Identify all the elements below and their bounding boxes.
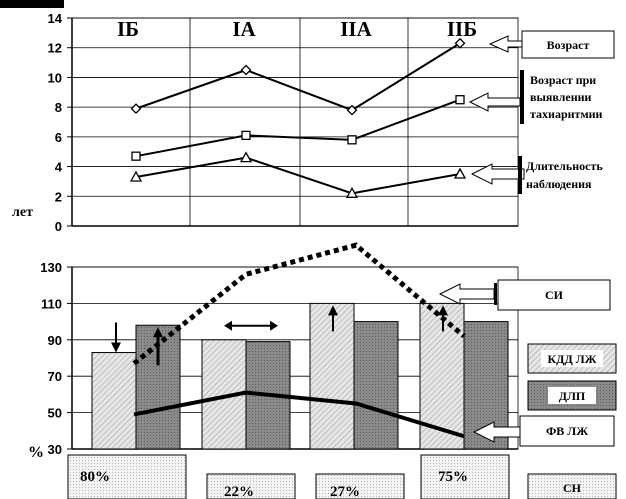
- marker-square: [347, 135, 357, 145]
- sn-value: 22%: [224, 484, 254, 499]
- bottom-y-tick-label: 70: [48, 369, 62, 384]
- bottom-y-tick-label: 90: [48, 333, 62, 348]
- arrow-up-head: [328, 305, 338, 316]
- top-y-tick-label: 8: [55, 100, 62, 115]
- marker-triangle: [239, 151, 253, 163]
- top-line-chart: [71, 17, 519, 227]
- legend-age: Возраст: [488, 30, 615, 59]
- top-y-tick-label: 12: [48, 41, 62, 56]
- legend-dlp: ДЛП: [527, 380, 617, 411]
- marker-square: [455, 95, 465, 105]
- sn-box: [67, 454, 187, 499]
- bottom-y-unit: %: [28, 444, 44, 461]
- legend-kdd: КДД ЛЖ: [527, 343, 617, 374]
- line-si: [132, 242, 466, 366]
- corner-tab: [0, 0, 64, 8]
- sn-value: 27%: [330, 484, 360, 499]
- bottom-y-tick-label: 50: [48, 406, 62, 421]
- group-label-1: IБ: [117, 17, 139, 41]
- marker-square: [241, 130, 251, 141]
- legend-si-label: СИ: [545, 288, 564, 302]
- legend-sn: СН: [527, 473, 617, 499]
- top-y-unit: лет: [12, 205, 33, 220]
- group-label-4: IIБ: [447, 17, 477, 41]
- legend-dlp-label: ДЛП: [559, 389, 586, 403]
- sn-value: 75%: [438, 469, 468, 485]
- group-label-3: IIA: [340, 17, 372, 41]
- sn-value: 80%: [80, 469, 110, 485]
- marker-diamond: [130, 103, 142, 115]
- legend-observation-line2: наблюдения: [526, 177, 592, 191]
- legend-fv-label: ФВ ЛЖ: [546, 424, 588, 438]
- marker-square: [131, 151, 141, 161]
- legend-observation: Длительность наблюдения: [470, 156, 603, 194]
- bottom-y-tick-label: 30: [48, 442, 62, 457]
- marker-diamond: [240, 64, 252, 76]
- top-y-tick-label: 0: [55, 219, 62, 234]
- legend-detection-line2: выявлении: [530, 90, 592, 104]
- sn-box: [315, 473, 405, 499]
- series-line-2: [135, 98, 461, 158]
- sn-box: [206, 473, 296, 499]
- top-y-tick-label: 14: [48, 11, 63, 26]
- bottom-y-tick-label: 110: [41, 296, 62, 311]
- marker-triangle: [453, 167, 467, 179]
- bar-kdd: [91, 352, 137, 450]
- arrow-left-head: [224, 320, 232, 331]
- legend-fv: ФВ ЛЖ: [472, 415, 615, 447]
- legend-observation-line1: Длительность: [526, 159, 603, 173]
- top-y-tick-label: 10: [48, 70, 62, 85]
- line-fv: [133, 390, 465, 439]
- sn-box: [420, 454, 510, 499]
- series-line-1: [135, 42, 461, 112]
- arrow-up-head: [438, 305, 448, 316]
- legend-sn-label: СН: [563, 481, 582, 495]
- arrow-down-head: [111, 342, 121, 353]
- marker-triangle: [129, 170, 143, 182]
- top-y-tick-label: 6: [55, 130, 62, 145]
- legend-age-label: Возраст: [547, 38, 590, 52]
- bar-dlp: [353, 321, 399, 450]
- marker-triangle: [345, 186, 359, 198]
- marker-diamond: [346, 104, 358, 116]
- legend-detection-line3: тахиаритмии: [530, 107, 603, 121]
- top-y-tick-label: 4: [55, 160, 63, 175]
- top-y-tick-label: 2: [55, 189, 62, 204]
- marker-diamond: [454, 37, 466, 49]
- legend-age-at-detection: Возраст при выявлении тахиаритмии: [468, 70, 603, 124]
- bottom-y-tick-label: 130: [40, 260, 62, 275]
- arrow-up-head: [153, 327, 163, 338]
- legend-kdd-label: КДД ЛЖ: [547, 352, 596, 366]
- arrow-right-head: [270, 320, 278, 331]
- legend-si: СИ: [438, 279, 611, 311]
- legend-detection-line1: Возраст при: [530, 73, 596, 87]
- group-label-2: IA: [232, 17, 256, 41]
- series-line-3: [135, 156, 461, 195]
